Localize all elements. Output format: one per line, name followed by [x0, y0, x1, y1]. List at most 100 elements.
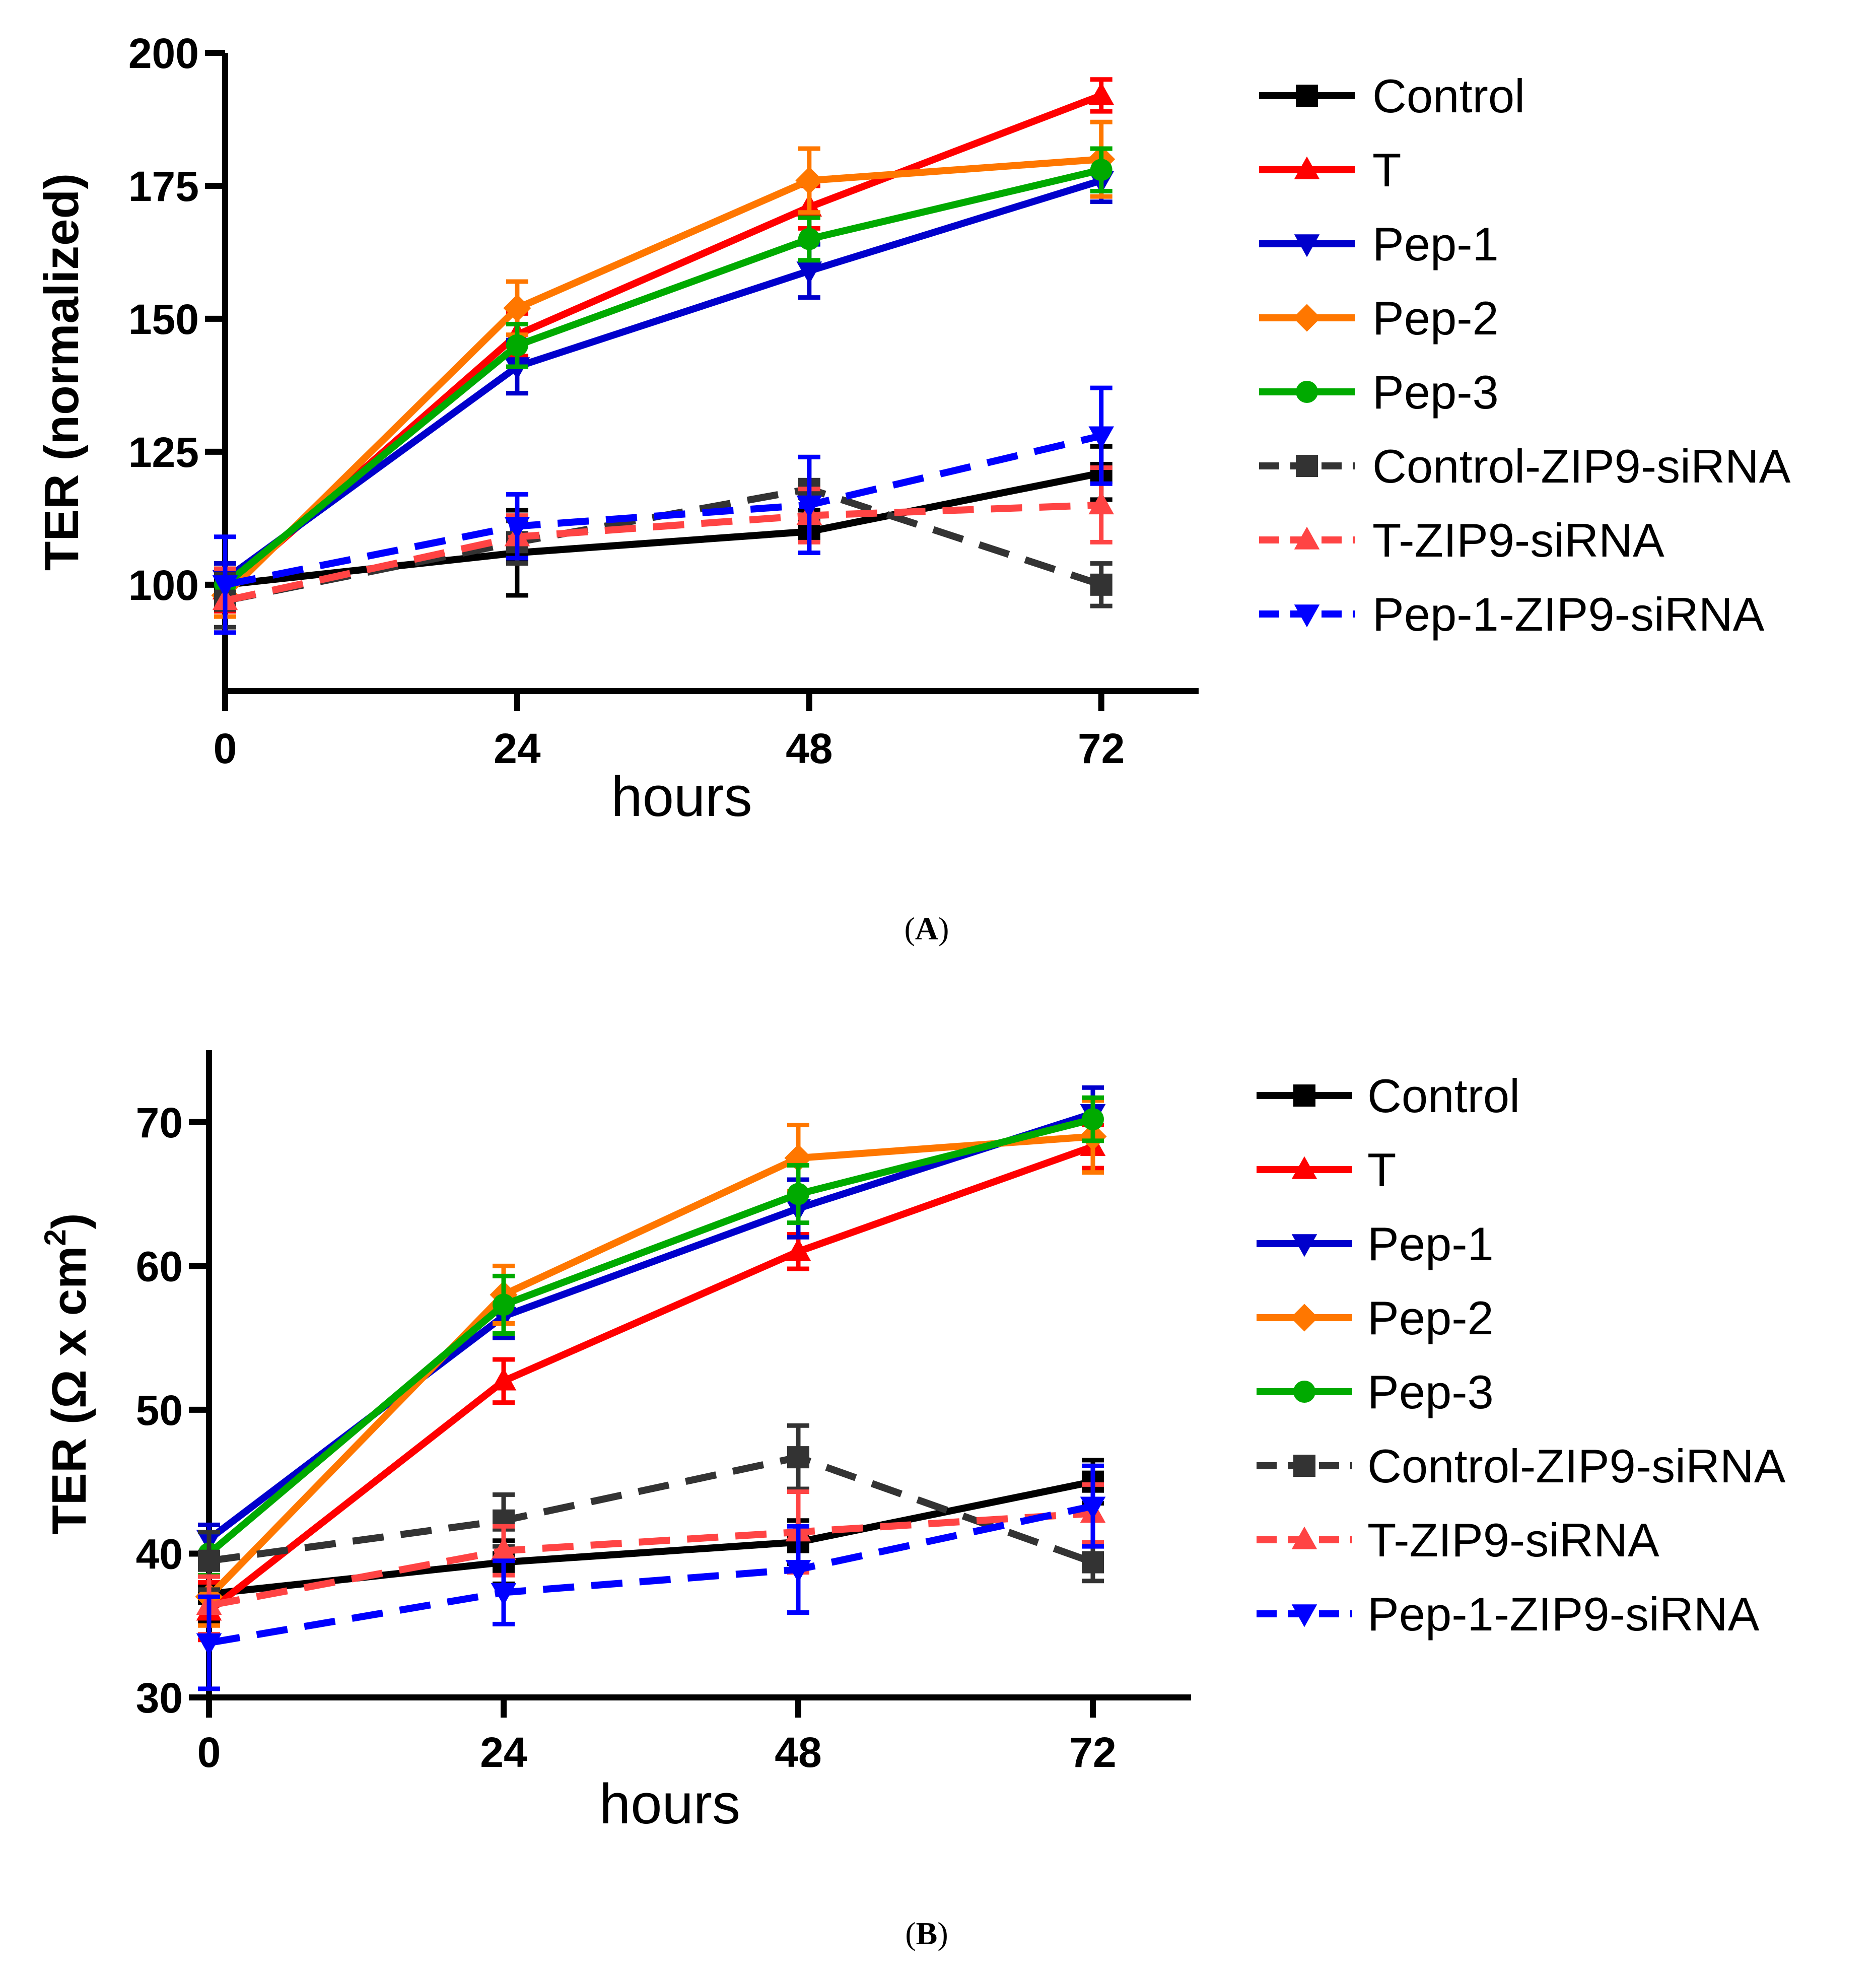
legend-item-pep-3: Pep-3	[1257, 1366, 1494, 1418]
data-point-pep-3	[506, 334, 528, 357]
legend-label-control: Control	[1367, 1069, 1520, 1122]
legend-label-pep-2: Pep-2	[1367, 1291, 1494, 1344]
x-tick-label-b: 24	[480, 1729, 527, 1776]
legend-marker-control-zip9-sirna	[1293, 1455, 1315, 1477]
data-point-t	[1088, 82, 1114, 105]
legend-marker-t-zip9-sirna	[1291, 1526, 1317, 1549]
legend-item-pep-1-zip9-sirna: Pep-1-ZIP9-siRNA	[1257, 1588, 1760, 1641]
series-line-control	[209, 1478, 1094, 1598]
series-t-b	[196, 1122, 1106, 1643]
series-line-t-zip9-sirna	[224, 501, 1101, 604]
x-axis-title-a: hours	[611, 765, 752, 828]
legend-marker-control	[1296, 85, 1318, 107]
series-line-pep-3	[206, 1116, 1094, 1556]
legend-marker-t-zip9-sirna	[1294, 526, 1320, 550]
panel-caption-b: (B)	[905, 1916, 948, 1951]
series-line-pep-2	[223, 156, 1102, 598]
legend-item-pep-1-zip9-sirna: Pep-1-ZIP9-siRNA	[1259, 588, 1765, 641]
y-tick-label-b: 40	[136, 1530, 183, 1578]
y-tick-label-b: 60	[136, 1243, 183, 1290]
series-pep-3-a	[214, 146, 1113, 603]
legend-item-t-zip9-sirna: T-ZIP9-siRNA	[1257, 1514, 1659, 1566]
y-tick-label-b: 70	[136, 1099, 183, 1146]
legend-label-pep-3: Pep-3	[1367, 1366, 1494, 1418]
data-point-pep-1-zip9-sirna	[491, 1583, 517, 1606]
series-line-t-zip9-sirna	[208, 1510, 1093, 1609]
data-point-pep-3	[787, 1183, 809, 1205]
y-tick-label-a: 175	[128, 163, 199, 210]
legend-label-control: Control	[1372, 70, 1525, 122]
data-point-control-zip9-sirna	[1090, 573, 1113, 596]
legend-item-t: T	[1257, 1143, 1396, 1196]
data-point-pep-3	[798, 228, 820, 250]
data-point-pep-3	[1090, 159, 1113, 181]
legend-a: Control T Pep-1 Pep-2 Pep-3 Control-ZIP9-siRN…	[1259, 70, 1791, 641]
legend-marker-pep-1	[1291, 1234, 1317, 1257]
data-point-control-zip9-sirna	[198, 1549, 220, 1572]
legend-label-t: T	[1367, 1143, 1396, 1196]
y-tick-label-a: 125	[128, 429, 199, 476]
y-axis-title-a: TER (normalized)	[35, 173, 89, 571]
series-line-pep-2	[206, 1133, 1093, 1599]
legend-marker-pep-3	[1296, 381, 1318, 403]
legend-marker-t	[1291, 1156, 1317, 1179]
series-line-pep-1-zip9-sirna	[224, 432, 1102, 588]
legend-item-pep-2: Pep-2	[1257, 1291, 1494, 1344]
legend-label-pep-2: Pep-2	[1372, 292, 1499, 345]
series-pep-1-b	[196, 1085, 1106, 1556]
panel-caption-a: (A)	[905, 911, 949, 946]
series-line-t	[206, 1143, 1094, 1614]
data-point-pep-2	[503, 294, 531, 322]
legend-label-pep-1-zip9-sirna: Pep-1-ZIP9-siRNA	[1372, 588, 1765, 641]
x-tick-label-a: 0	[214, 725, 237, 772]
legend-marker-control-zip9-sirna	[1296, 455, 1318, 477]
y-tick-label-a: 100	[128, 562, 199, 609]
legend-item-pep-1: Pep-1	[1257, 1217, 1494, 1270]
series-t-a	[212, 77, 1114, 614]
legend-item-pep-2: Pep-2	[1259, 292, 1499, 345]
data-point-t-zip9-sirna	[1088, 492, 1114, 515]
legend-marker-pep-1	[1294, 234, 1320, 257]
legend-label-t-zip9-sirna: T-ZIP9-siRNA	[1372, 514, 1664, 567]
series-line-pep-1-zip9-sirna	[208, 1503, 1094, 1647]
data-point-pep-2	[795, 166, 823, 194]
legend-label-pep-1: Pep-1	[1372, 218, 1499, 270]
x-tick-label-a: 48	[786, 725, 832, 772]
y-tick-label-b: 30	[136, 1674, 183, 1722]
legend-marker-pep-3	[1293, 1381, 1315, 1403]
legend-marker-control	[1293, 1084, 1315, 1107]
x-tick-label-b: 48	[775, 1729, 821, 1776]
y-tick-label-b: 50	[136, 1387, 183, 1434]
series-line-pep-1	[223, 177, 1102, 582]
series-pep-3-b	[198, 1095, 1104, 1578]
data-point-pep-1-zip9-sirna	[1088, 426, 1114, 449]
legend-item-pep-1: Pep-1	[1259, 218, 1499, 270]
x-tick-label-b: 72	[1069, 1729, 1116, 1776]
chart-panel-a: 100 125 150 175 200 0 24 48 72 hours TER (normaliz…	[35, 30, 1791, 946]
series-pep-1-a	[212, 157, 1114, 598]
legend-marker-pep-2	[1293, 304, 1321, 332]
legend-marker-pep-2	[1290, 1304, 1318, 1332]
legend-label-control-zip9-sirna: Control-ZIP9-siRNA	[1367, 1440, 1786, 1492]
legend-item-control-zip9-sirna: Control-ZIP9-siRNA	[1259, 440, 1791, 493]
data-point-t-zip9-sirna	[491, 1537, 517, 1560]
legend-item-control-zip9-sirna: Control-ZIP9-siRNA	[1257, 1440, 1786, 1492]
legend-label-pep-1: Pep-1	[1367, 1217, 1494, 1270]
x-tick-label-b: 0	[197, 1729, 221, 1776]
data-point-t	[785, 1238, 811, 1261]
legend-item-t: T	[1259, 144, 1401, 196]
data-point-pep-1-zip9-sirna	[212, 575, 238, 598]
legend-label-pep-1-zip9-sirna: Pep-1-ZIP9-siRNA	[1367, 1588, 1760, 1641]
data-point-pep-3	[1082, 1108, 1104, 1131]
legend-marker-t	[1294, 156, 1320, 179]
legend-label-t: T	[1372, 144, 1401, 196]
series-line-pep-1	[206, 1110, 1094, 1542]
legend-label-t-zip9-sirna: T-ZIP9-siRNA	[1367, 1514, 1659, 1566]
legend-b: Control T Pep-1 Pep-2 Pep-3 Control-ZIP9-siRN…	[1257, 1069, 1786, 1641]
legend-label-control-zip9-sirna: Control-ZIP9-siRNA	[1372, 440, 1791, 493]
data-point-pep-1-zip9-sirna	[796, 495, 822, 518]
legend-item-t-zip9-sirna: T-ZIP9-siRNA	[1259, 514, 1664, 567]
y-tick-label-a: 200	[128, 30, 199, 77]
legend-item-control: Control	[1257, 1069, 1520, 1122]
